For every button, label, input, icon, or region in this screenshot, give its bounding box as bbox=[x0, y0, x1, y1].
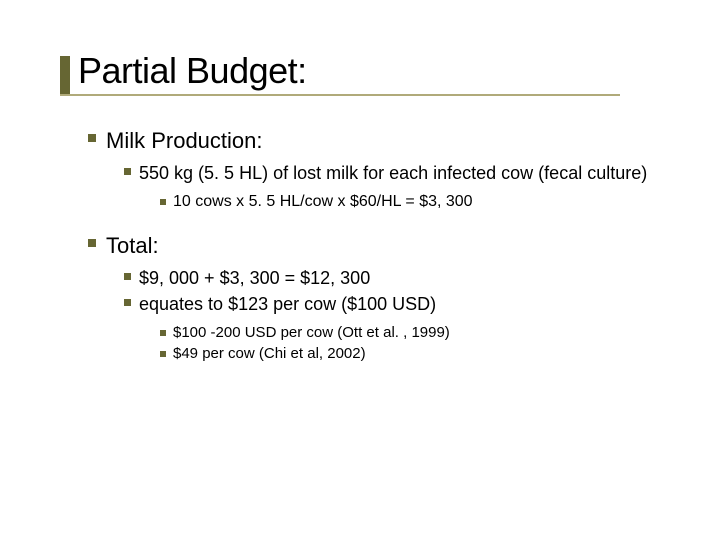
item-text: 550 kg (5. 5 HL) of lost milk for each i… bbox=[139, 162, 647, 185]
total-items: $9, 000 + $3, 300 = $12, 300 equates to … bbox=[88, 267, 690, 362]
bullet-calc-line: 10 cows x 5. 5 HL/cow x $60/HL = $3, 300 bbox=[160, 193, 690, 211]
per-cow-refs: $100 -200 USD per cow (Ott et al. , 1999… bbox=[124, 324, 690, 362]
bullet-milk-production: Milk Production: bbox=[88, 128, 690, 154]
bullet-ref-ott: $100 -200 USD per cow (Ott et al. , 1999… bbox=[160, 324, 690, 341]
milk-production-items: 550 kg (5. 5 HL) of lost milk for each i… bbox=[88, 162, 690, 211]
bullet-per-cow: equates to $123 per cow ($100 USD) bbox=[124, 293, 690, 316]
square-bullet-icon bbox=[88, 239, 96, 247]
subitem-text: $100 -200 USD per cow (Ott et al. , 1999… bbox=[173, 324, 450, 341]
slide-content: Milk Production: 550 kg (5. 5 HL) of los… bbox=[60, 122, 690, 362]
item-text: equates to $123 per cow ($100 USD) bbox=[139, 293, 436, 316]
title-accent-bar bbox=[60, 56, 70, 96]
square-bullet-icon bbox=[124, 273, 131, 280]
bullet-total-sum: $9, 000 + $3, 300 = $12, 300 bbox=[124, 267, 690, 290]
item-text: $9, 000 + $3, 300 = $12, 300 bbox=[139, 267, 370, 290]
bullet-ref-chi: $49 per cow (Chi et al, 2002) bbox=[160, 345, 690, 362]
subitem-text: $49 per cow (Chi et al, 2002) bbox=[173, 345, 366, 362]
square-bullet-icon bbox=[160, 351, 166, 357]
square-bullet-icon bbox=[124, 168, 131, 175]
lost-milk-calc: 10 cows x 5. 5 HL/cow x $60/HL = $3, 300 bbox=[124, 193, 690, 211]
subitem-text: 10 cows x 5. 5 HL/cow x $60/HL = $3, 300 bbox=[173, 193, 473, 211]
square-bullet-icon bbox=[88, 134, 96, 142]
square-bullet-icon bbox=[124, 299, 131, 306]
slide-title: Partial Budget: bbox=[60, 50, 690, 92]
section-heading: Milk Production: bbox=[106, 128, 263, 154]
square-bullet-icon bbox=[160, 199, 166, 205]
bullet-total: Total: bbox=[88, 233, 690, 259]
bullet-lost-milk: 550 kg (5. 5 HL) of lost milk for each i… bbox=[124, 162, 690, 185]
square-bullet-icon bbox=[160, 330, 166, 336]
title-underline bbox=[60, 94, 620, 96]
section-heading: Total: bbox=[106, 233, 159, 259]
slide-title-container: Partial Budget: bbox=[60, 50, 690, 92]
